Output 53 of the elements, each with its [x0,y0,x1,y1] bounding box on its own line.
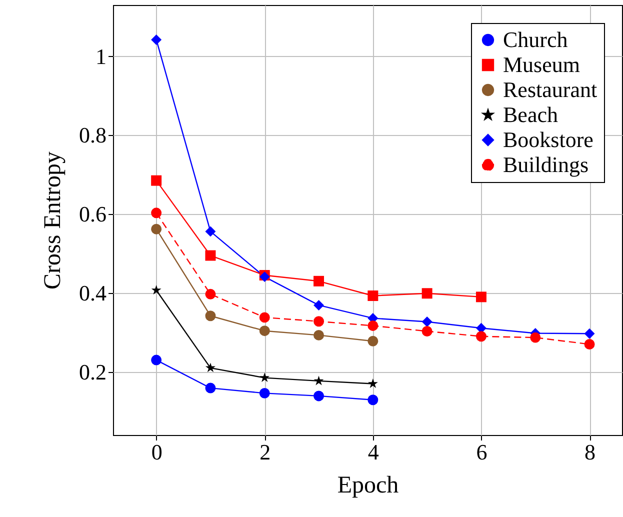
point [205,288,216,300]
point [259,326,270,336]
point [205,250,216,261]
point [314,300,324,310]
legend-label: Bookstore [503,127,594,152]
legend-label: Beach [503,102,558,127]
point [151,175,162,186]
y-tick-label: 0.4 [79,280,106,306]
point [476,292,486,302]
point [314,376,324,386]
point [368,394,378,406]
y-tick-label: 1 [96,44,106,69]
point [314,316,324,327]
x-tick-label: 8 [584,440,596,464]
point [584,339,595,350]
x-axis-title: Epoch [337,472,399,498]
point [205,226,216,237]
point [205,382,216,394]
point [368,378,378,388]
point [368,336,378,346]
point [314,390,324,402]
x-tick-label: 6 [476,440,488,464]
x-tick-label: 0 [151,440,162,464]
point [530,332,541,343]
point [260,372,270,382]
point [205,310,216,322]
point [314,276,324,286]
point [151,224,162,234]
point [368,320,378,331]
y-tick-label: 0.6 [79,202,106,227]
point [151,284,162,294]
point [422,288,432,299]
point [259,388,270,398]
y-tick-label: 0.2 [79,359,106,384]
point [151,34,162,45]
legend-label: Church [503,27,568,52]
point [314,330,324,340]
point [422,316,432,328]
x-tick-label: 2 [260,440,271,464]
point [584,328,595,339]
legend-label: Museum [503,52,580,77]
point [476,331,486,342]
legend-label: Restaurant [503,77,598,102]
point [205,362,216,372]
point [151,208,162,218]
legend-label: Buildings [503,152,589,177]
point [259,312,270,323]
y-tick-label: 0.8 [79,122,106,148]
point [422,326,432,336]
point [368,290,378,301]
point [151,354,162,366]
x-tick-label: 4 [368,440,379,464]
y-axis-title: Cross Entropy [40,152,66,290]
